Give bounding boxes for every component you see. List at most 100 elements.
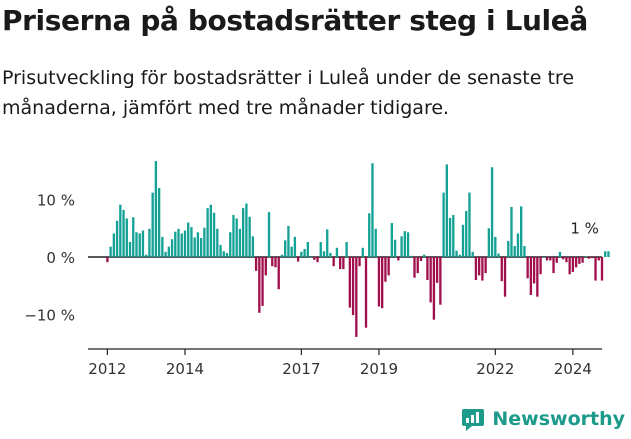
bar-negative <box>348 257 352 308</box>
bar-positive <box>513 246 516 257</box>
bar-negative <box>526 257 529 279</box>
bar-negative <box>387 257 390 276</box>
bar-positive <box>128 242 132 257</box>
bar-positive <box>180 233 183 257</box>
bar-positive <box>490 167 494 257</box>
bar-negative <box>600 257 604 281</box>
bar-negative <box>439 257 442 305</box>
bar-positive <box>135 232 138 257</box>
chart-title: Priserna på bostadsrätter steg i Luleå <box>2 4 588 37</box>
bar-positive <box>238 228 242 257</box>
bar-positive <box>403 231 406 258</box>
bar-positive <box>303 248 306 257</box>
bar-negative <box>429 257 432 303</box>
bar-positive <box>187 222 190 257</box>
bar-negative <box>552 257 555 274</box>
bar-negative <box>477 257 481 276</box>
bar-positive <box>468 192 471 257</box>
bar-positive <box>461 224 465 257</box>
bar-positive <box>465 211 468 257</box>
bar-positive <box>607 251 610 257</box>
bar-positive <box>290 246 293 257</box>
bar-positive <box>235 218 238 257</box>
bar-positive <box>309 257 313 258</box>
bar-negative <box>578 257 581 264</box>
bar-positive <box>183 230 187 257</box>
bar-negative <box>416 257 419 274</box>
bar-positive <box>141 230 145 257</box>
bar-positive <box>232 215 235 258</box>
bar-positive <box>371 163 374 257</box>
bar-positive <box>300 251 303 257</box>
bar-negative <box>432 257 436 320</box>
bar-positive <box>442 192 445 257</box>
bar-positive <box>219 244 222 258</box>
bar-positive <box>125 218 128 257</box>
bar-positive <box>455 250 458 258</box>
bar-negative <box>545 257 549 261</box>
bar-positive <box>542 257 545 258</box>
bar-positive <box>406 232 410 257</box>
bar-negative <box>413 257 416 278</box>
bar-negative <box>355 257 358 337</box>
bar-positive <box>335 247 339 257</box>
bar-negative <box>342 257 345 270</box>
bar-positive <box>151 192 154 257</box>
bar-positive <box>329 252 332 257</box>
bar-positive <box>242 208 245 258</box>
bar-negative <box>258 257 261 313</box>
bar-positive <box>122 209 125 257</box>
bar-negative <box>397 257 400 261</box>
bar-positive <box>471 251 474 257</box>
bar-negative <box>574 257 578 268</box>
bar-positive <box>280 254 284 257</box>
bar-positive <box>516 233 520 257</box>
bar-negative <box>474 257 478 280</box>
bar-positive <box>109 246 112 257</box>
bar-positive <box>284 240 287 257</box>
bar-negative <box>536 257 539 297</box>
bar-positive <box>410 255 413 257</box>
bar-positive <box>212 212 216 257</box>
chart-annotations: 1 % <box>570 219 599 237</box>
bar-positive <box>374 228 377 257</box>
bar-negative <box>532 257 536 284</box>
y-tick-label: 10 % <box>37 192 75 210</box>
bar-negative <box>377 257 381 307</box>
x-tick-label: 2019 <box>360 360 398 378</box>
bar-negative <box>419 257 423 262</box>
bar-negative <box>316 257 319 263</box>
bar-negative <box>435 257 439 283</box>
bar-negative <box>549 257 552 261</box>
newsworthy-logo-icon <box>462 409 485 431</box>
bar-positive <box>145 254 148 257</box>
bar-positive <box>445 164 448 258</box>
bar-positive <box>293 236 297 258</box>
bar-negative <box>261 257 264 306</box>
bar-positive <box>170 239 174 257</box>
bar-positive <box>361 247 364 257</box>
bar-positive <box>222 251 225 257</box>
bar-positive <box>510 206 513 257</box>
bar-negative <box>254 257 258 271</box>
bar-negative <box>591 257 594 259</box>
bar-positive <box>245 203 248 258</box>
bar-positive <box>497 253 500 257</box>
bar-positive <box>193 237 196 257</box>
bar-negative <box>484 257 487 274</box>
bar-negative <box>529 257 533 295</box>
bar-negative <box>296 257 300 262</box>
bar-negative <box>277 257 280 290</box>
bar-positive <box>167 246 170 257</box>
bar-positive <box>393 239 397 257</box>
latest-value-annotation: 1 % <box>570 219 599 237</box>
bar-negative <box>562 257 565 260</box>
bar-negative <box>500 257 503 282</box>
bar-negative <box>594 257 597 281</box>
x-tick-label: 2014 <box>166 360 204 378</box>
bar-negative <box>313 257 316 260</box>
bar-positive <box>287 225 290 257</box>
bar-positive <box>119 204 122 257</box>
bar-positive <box>161 236 164 258</box>
bar-positive <box>248 216 251 257</box>
